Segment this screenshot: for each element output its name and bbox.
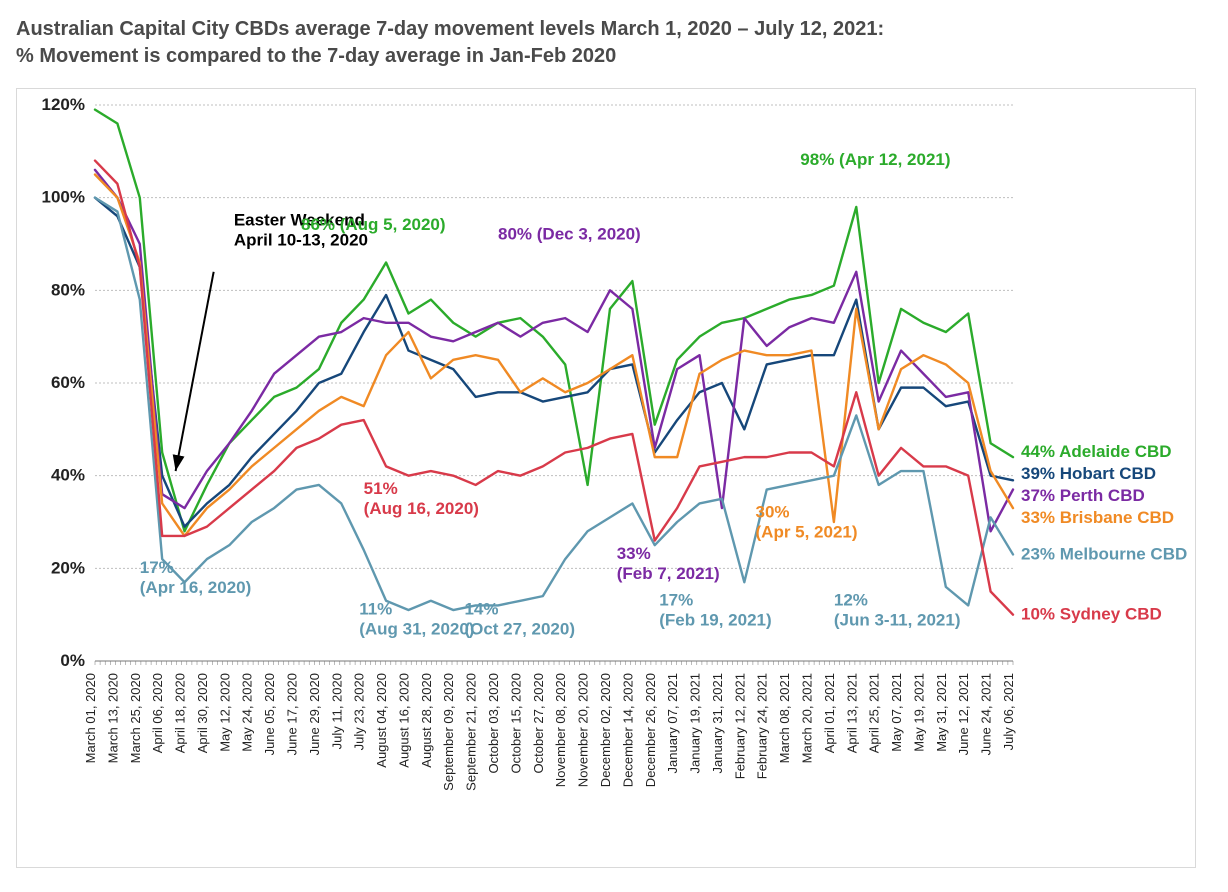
annotation-8-1: (Aug 31, 2020) <box>359 620 474 639</box>
annotation-9-1: (Oct 27, 2020) <box>464 620 575 639</box>
annotation-6-0: 30% <box>756 502 790 521</box>
svg-text:August 28, 2020: August 28, 2020 <box>419 673 434 768</box>
svg-text:May 12, 2020: May 12, 2020 <box>217 673 232 752</box>
annotation-5-1: (Feb 7, 2021) <box>617 564 720 583</box>
svg-text:March 13, 2020: March 13, 2020 <box>105 673 120 763</box>
annotation-3-0: 98% (Apr 12, 2021) <box>800 150 950 169</box>
svg-text:August 16, 2020: August 16, 2020 <box>396 673 411 768</box>
line-chart: 0% 20% 40% 60% 80% 100% 120% March 01, 2020 Marc… <box>23 97 1189 861</box>
svg-text:July 06, 2021: July 06, 2021 <box>1001 673 1016 750</box>
svg-text:February 12, 2021: February 12, 2021 <box>732 673 747 779</box>
svg-text:November 20, 2020: November 20, 2020 <box>576 673 591 787</box>
svg-text:November 08, 2020: November 08, 2020 <box>553 673 568 787</box>
svg-text:March 08, 2021: March 08, 2021 <box>777 673 792 763</box>
title-line-2: % Movement is compared to the 7-day aver… <box>16 45 616 67</box>
annotation-7-1: (Apr 16, 2020) <box>140 578 252 597</box>
svg-text:February 24, 2021: February 24, 2021 <box>755 673 770 779</box>
svg-text:December 14, 2020: December 14, 2020 <box>620 673 635 787</box>
svg-text:June 05, 2020: June 05, 2020 <box>262 673 277 755</box>
svg-text:December 02, 2020: December 02, 2020 <box>598 673 613 787</box>
svg-text:June 17, 2020: June 17, 2020 <box>285 673 300 755</box>
annotation-4-0: 51% <box>364 479 398 498</box>
svg-text:September 09, 2020: September 09, 2020 <box>441 673 456 791</box>
svg-text:July 11, 2020: July 11, 2020 <box>329 673 344 749</box>
svg-text:May 31, 2021: May 31, 2021 <box>934 673 949 752</box>
svg-text:March 25, 2020: March 25, 2020 <box>128 673 143 763</box>
svg-text:April 30, 2020: April 30, 2020 <box>195 673 210 753</box>
svg-text:March 01, 2020: March 01, 2020 <box>83 673 98 763</box>
svg-text:April 06, 2020: April 06, 2020 <box>150 673 165 753</box>
end-label-brisbane-cbd: 33% Brisbane CBD <box>1021 508 1174 527</box>
title-line-1: Australian Capital City CBDs average 7-d… <box>16 18 884 40</box>
svg-text:March 20, 2021: March 20, 2021 <box>799 673 814 763</box>
end-label-hobart-cbd: 39% Hobart CBD <box>1021 464 1156 483</box>
svg-text:40%: 40% <box>51 466 85 485</box>
svg-text:May 19, 2021: May 19, 2021 <box>911 673 926 752</box>
svg-text:June 24, 2021: June 24, 2021 <box>979 673 994 755</box>
svg-text:April 18, 2020: April 18, 2020 <box>173 673 188 753</box>
annotation-6-1: (Apr 5, 2021) <box>756 522 858 541</box>
end-label-melbourne-cbd: 23% Melbourne CBD <box>1021 544 1187 563</box>
end-label-perth-cbd: 37% Perth CBD <box>1021 486 1145 505</box>
end-label-adelaide-cbd: 44% Adelaide CBD <box>1021 442 1172 461</box>
svg-text:June 12, 2021: June 12, 2021 <box>956 673 971 755</box>
chart-title: Australian Capital City CBDs average 7-d… <box>16 16 1212 70</box>
end-label-sydney-cbd: 10% Sydney CBD <box>1021 605 1162 624</box>
svg-text:October 15, 2020: October 15, 2020 <box>508 673 523 773</box>
annotation-2-0: 80% (Dec 3, 2020) <box>498 224 641 243</box>
svg-text:April 01, 2021: April 01, 2021 <box>822 673 837 753</box>
svg-text:June 29, 2020: June 29, 2020 <box>307 673 322 755</box>
svg-text:October 27, 2020: October 27, 2020 <box>531 673 546 773</box>
svg-text:60%: 60% <box>51 373 85 392</box>
annotation-9-0: 14% <box>464 600 498 619</box>
svg-text:20%: 20% <box>51 558 85 577</box>
svg-text:0%: 0% <box>60 651 85 670</box>
svg-text:120%: 120% <box>42 97 85 114</box>
svg-text:May 07, 2021: May 07, 2021 <box>889 673 904 752</box>
annotation-1-0: 86% (Aug 5, 2020) <box>301 215 446 234</box>
annotation-10-1: (Feb 19, 2021) <box>659 610 771 629</box>
annotation-7-0: 17% <box>140 558 174 577</box>
svg-text:January 07, 2021: January 07, 2021 <box>665 673 680 773</box>
annotation-5-0: 33% <box>617 544 651 563</box>
chart-container: 0% 20% 40% 60% 80% 100% 120% March 01, 2020 Marc… <box>16 88 1196 868</box>
annotation-8-0: 11% <box>359 600 392 619</box>
svg-text:January 19, 2021: January 19, 2021 <box>688 673 703 773</box>
svg-text:April 13, 2021: April 13, 2021 <box>844 673 859 753</box>
svg-text:October 03, 2020: October 03, 2020 <box>486 673 501 773</box>
svg-text:September 21, 2020: September 21, 2020 <box>464 673 479 791</box>
svg-text:August 04, 2020: August 04, 2020 <box>374 673 389 768</box>
annotation-11-1: (Jun 3-11, 2021) <box>834 610 961 629</box>
svg-text:July 23, 2020: July 23, 2020 <box>352 673 367 750</box>
annotation-11-0: 12% <box>834 590 868 609</box>
annotation-4-1: (Aug 16, 2020) <box>364 499 479 518</box>
annotation-arrow <box>176 272 214 471</box>
svg-text:100%: 100% <box>42 188 85 207</box>
svg-text:December 26, 2020: December 26, 2020 <box>643 673 658 787</box>
svg-text:January 31, 2021: January 31, 2021 <box>710 673 725 773</box>
annotation-10-0: 17% <box>659 590 693 609</box>
svg-text:80%: 80% <box>51 280 85 299</box>
svg-text:April 25, 2021: April 25, 2021 <box>867 673 882 753</box>
svg-text:May 24, 2020: May 24, 2020 <box>240 673 255 752</box>
